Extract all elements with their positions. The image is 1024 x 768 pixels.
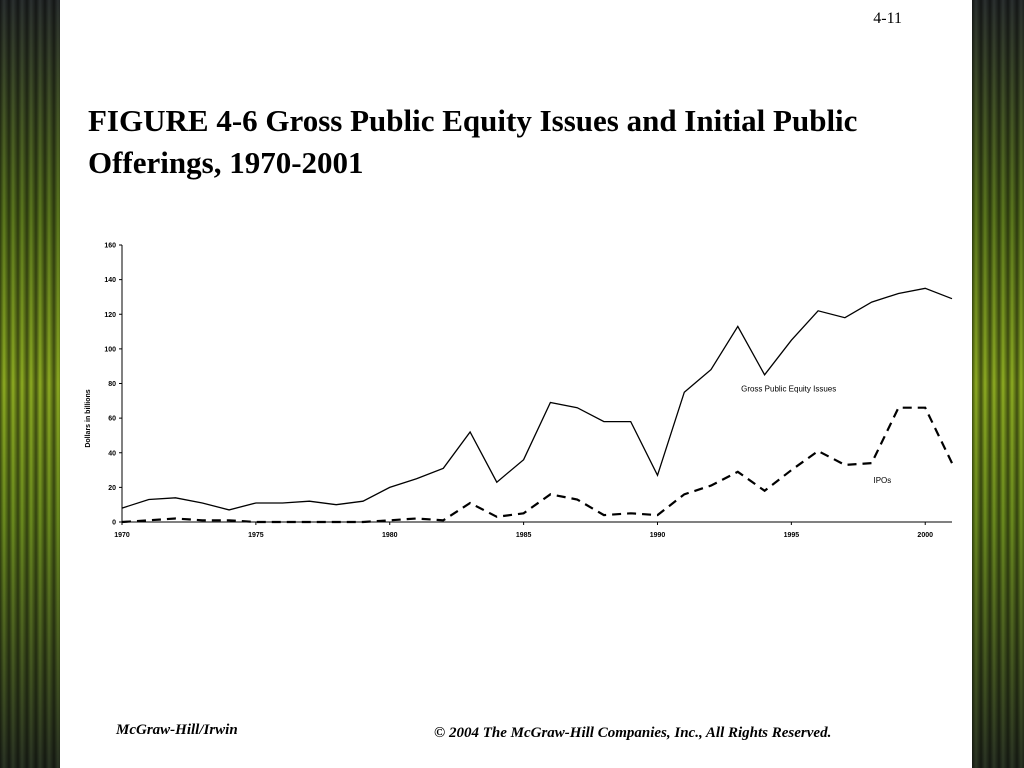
y-tick-label: 80	[108, 381, 116, 388]
x-tick-label: 1980	[382, 532, 398, 539]
y-axis-label: Dollars in billions	[85, 389, 92, 447]
series-label-gross-public-equity-issues: Gross Public Equity Issues	[741, 384, 836, 393]
x-tick-labels: 1970 1975 1980 1985 1990 1995 2000	[114, 532, 933, 539]
x-tick-label: 1975	[248, 532, 264, 539]
series-label-ipos: IPOs	[873, 476, 891, 485]
x-tick-label: 2000	[917, 532, 933, 539]
left-decorative-border	[0, 0, 60, 768]
figure-title: FIGURE 4-6 Gross Public Equity Issues an…	[88, 103, 858, 180]
series-labels: Gross Public Equity Issues IPOs	[741, 384, 891, 485]
y-tick-label: 140	[104, 277, 116, 284]
slide: 4-11 FIGURE 4-6 Gross Public Equity Issu…	[60, 0, 972, 768]
y-tick-label: 120	[104, 312, 116, 319]
y-tick-label: 60	[108, 416, 116, 423]
x-tick-label: 1985	[516, 532, 532, 539]
x-tick-label: 1995	[784, 532, 800, 539]
y-tick-label: 20	[108, 485, 116, 492]
x-tick-label: 1990	[650, 532, 666, 539]
footer-copyright: © 2004 The McGraw-Hill Companies, Inc., …	[434, 725, 832, 741]
y-tick-labels: 0 20 40 60 80 100 120 140 160 Dollars in billions	[85, 243, 116, 527]
y-tick-label: 0	[112, 520, 116, 527]
series-line-ipos	[121, 406, 953, 524]
series-line-gross-public-equity-issues	[121, 287, 953, 511]
page-number: 4-11	[873, 10, 902, 27]
equity-issues-chart: 1970 1975 1980 1985 1990 1995 2000 0 20 40 60 80 10…	[85, 243, 953, 539]
footer-publisher: McGraw-Hill/Irwin	[116, 722, 238, 738]
right-decorative-border	[972, 0, 1024, 768]
y-tick-label: 100	[104, 346, 116, 353]
x-tick-label: 1970	[114, 532, 130, 539]
chart-series	[121, 287, 953, 524]
y-tick-label: 160	[104, 243, 116, 250]
y-tick-label: 40	[108, 450, 116, 457]
